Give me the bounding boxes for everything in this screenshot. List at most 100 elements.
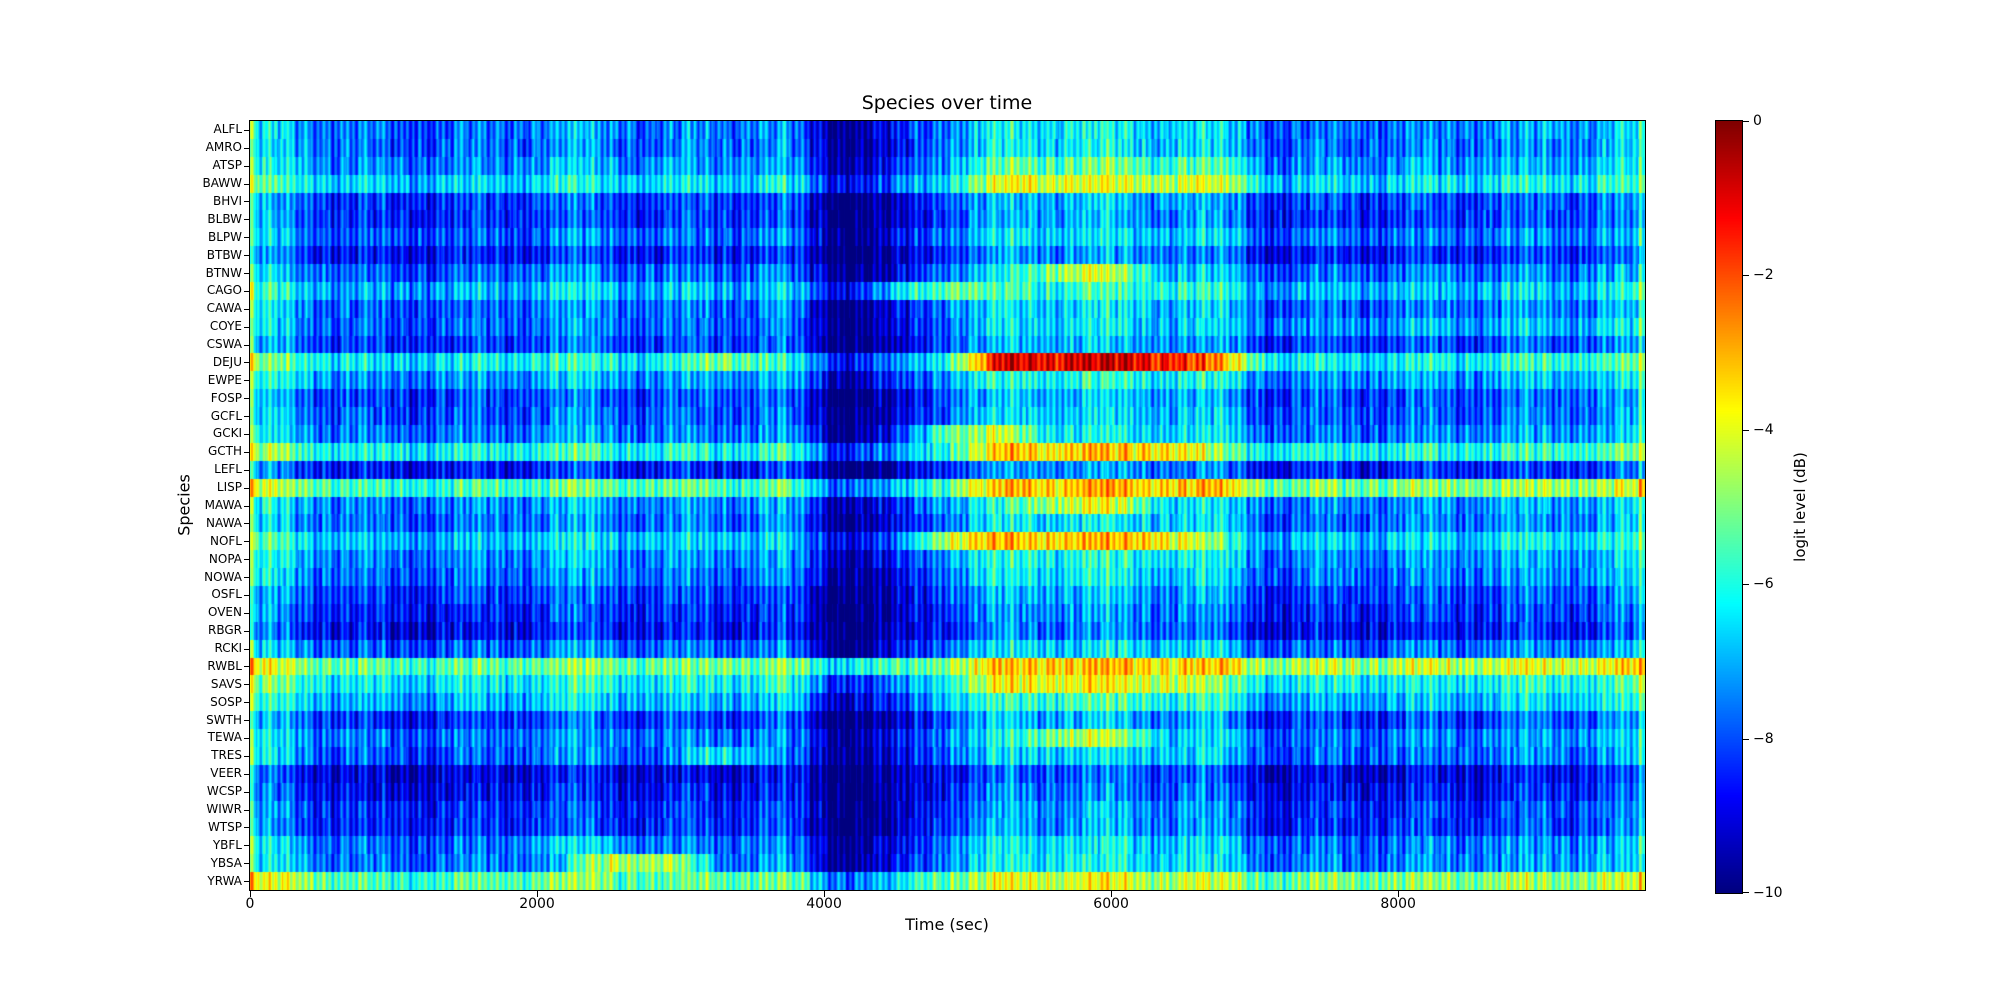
y-tick-mark	[244, 148, 250, 149]
y-tick-mark	[244, 166, 250, 167]
y-tick-mark	[244, 738, 250, 739]
y-tick-label: WCSP	[206, 784, 242, 799]
x-tick-mark	[250, 891, 251, 897]
y-tick-label: TEWA	[207, 730, 242, 745]
y-tick-mark	[244, 452, 250, 453]
y-tick-mark	[244, 398, 250, 399]
y-tick-label: WTSP	[207, 819, 242, 834]
y-tick-label: AMRO	[205, 140, 242, 155]
y-tick-label: COYE	[209, 319, 242, 334]
x-tick-mark	[1398, 891, 1399, 897]
y-tick-mark	[244, 201, 250, 202]
y-tick-mark	[244, 291, 250, 292]
y-tick-mark	[244, 219, 250, 220]
y-tick-label: WIWR	[206, 802, 242, 817]
y-tick-mark	[244, 577, 250, 578]
y-tick-mark	[244, 130, 250, 131]
y-tick-mark	[244, 237, 250, 238]
y-tick-mark	[244, 345, 250, 346]
y-tick-label: YBSA	[210, 855, 242, 870]
x-axis-label: Time (sec)	[905, 915, 989, 934]
y-tick-label: RWBL	[207, 658, 242, 673]
colorbar-tick-label: −2	[1753, 267, 1774, 284]
y-tick-label: RBGR	[208, 623, 242, 638]
y-tick-label: LEFL	[214, 462, 242, 477]
y-tick-label: CAGO	[206, 283, 242, 298]
y-tick-label: DEJU	[212, 354, 242, 369]
y-tick-label: TRES	[211, 748, 242, 763]
y-tick-mark	[244, 756, 250, 757]
y-tick-label: NOPA	[208, 551, 242, 566]
y-tick-mark	[244, 649, 250, 650]
y-tick-label: RCKI	[214, 641, 242, 656]
y-tick-mark	[244, 792, 250, 793]
y-tick-mark	[244, 541, 250, 542]
x-tick-label: 4000	[806, 896, 842, 912]
x-tick-mark	[824, 891, 825, 897]
y-tick-mark	[244, 380, 250, 381]
colorbar-tick-label: −4	[1753, 421, 1774, 438]
x-tick-mark	[1111, 891, 1112, 897]
x-tick-label: 2000	[519, 896, 555, 912]
y-tick-mark	[244, 273, 250, 274]
y-tick-label: MAWA	[204, 498, 242, 512]
y-tick-mark	[244, 613, 250, 614]
colorbar-tick-mark	[1743, 584, 1749, 585]
y-tick-label: BTBW	[206, 247, 242, 262]
y-tick-label: FOSP	[210, 390, 242, 405]
y-tick-mark	[244, 845, 250, 846]
y-tick-label: SOSP	[210, 694, 242, 709]
y-tick-label: GCFL	[210, 408, 242, 423]
y-tick-mark	[244, 666, 250, 667]
colorbar-tick-mark	[1743, 739, 1749, 740]
y-tick-label: GCTH	[207, 444, 242, 459]
colorbar-tick-label: −8	[1753, 730, 1774, 747]
y-tick-label: BHVI	[212, 193, 242, 208]
x-tick-label: 8000	[1380, 896, 1416, 912]
y-tick-mark	[244, 595, 250, 596]
y-tick-mark	[244, 863, 250, 864]
heatmap-plot	[249, 120, 1646, 891]
colorbar-tick-mark	[1743, 121, 1749, 122]
y-tick-label: OVEN	[207, 605, 242, 620]
y-tick-label: VEER	[210, 766, 242, 781]
y-tick-mark	[244, 362, 250, 363]
y-tick-label: SWTH	[206, 712, 242, 727]
y-tick-mark	[244, 184, 250, 185]
y-tick-label: LISP	[216, 480, 242, 495]
y-tick-label: YBFL	[212, 837, 242, 852]
y-tick-mark	[244, 702, 250, 703]
y-tick-mark	[244, 881, 250, 882]
colorbar-tick-mark	[1743, 892, 1749, 893]
y-tick-label: SAVS	[210, 676, 242, 691]
y-tick-mark	[244, 559, 250, 560]
y-tick-mark	[244, 506, 250, 507]
y-tick-mark	[244, 488, 250, 489]
y-tick-label: OSFL	[211, 587, 242, 602]
x-tick-mark	[537, 891, 538, 897]
x-tick-label: 6000	[1093, 896, 1129, 912]
colorbar	[1715, 120, 1743, 894]
y-tick-label: BTNW	[205, 265, 242, 280]
colorbar-tick-label: −10	[1753, 885, 1783, 901]
y-tick-mark	[244, 720, 250, 721]
y-tick-mark	[244, 523, 250, 524]
y-tick-mark	[244, 631, 250, 632]
y-tick-mark	[244, 327, 250, 328]
y-tick-label: NAWA	[206, 515, 242, 530]
y-tick-label: ALFL	[213, 122, 242, 137]
y-tick-mark	[244, 416, 250, 417]
y-tick-label: ATSP	[212, 158, 242, 173]
y-tick-label: BLPW	[207, 229, 242, 244]
x-tick-label: 0	[245, 896, 255, 912]
y-tick-label: NOWA	[204, 569, 242, 584]
y-tick-label: BAWW	[202, 176, 242, 191]
y-tick-mark	[244, 684, 250, 685]
y-tick-mark	[244, 810, 250, 811]
y-tick-label: CSWA	[206, 337, 242, 352]
y-tick-mark	[244, 827, 250, 828]
y-tick-label: BLBW	[207, 211, 242, 226]
y-tick-mark	[244, 774, 250, 775]
y-tick-label: YRWA	[207, 873, 242, 888]
